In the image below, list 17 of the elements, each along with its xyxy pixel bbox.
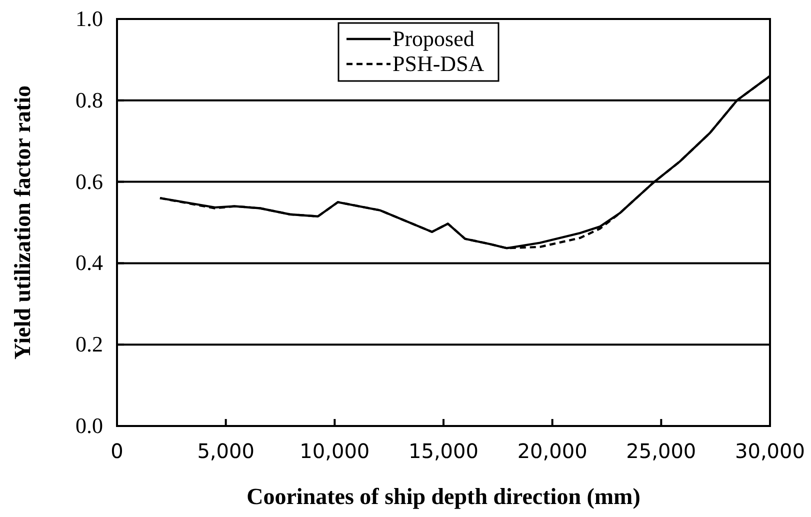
legend-label: PSH-DSA <box>392 51 484 76</box>
y-tick-label: 0.4 <box>76 250 103 276</box>
y-axis-title: Yield utilization factor ratio <box>10 85 35 360</box>
x-axis-title: Coorinates of ship depth direction (mm) <box>246 484 640 509</box>
x-tick-label: 15,000 <box>408 439 478 463</box>
x-tick-label: 25,000 <box>626 439 696 463</box>
x-tick-label: 20,000 <box>517 439 588 463</box>
y-tick-label: 0.6 <box>76 168 103 194</box>
legend-label: Proposed <box>392 26 474 51</box>
x-tick-label: 30,000 <box>735 439 805 463</box>
y-tick-label: 0.8 <box>76 87 103 112</box>
x-tick-label: 10,000 <box>300 439 370 463</box>
y-tick-label: 1.0 <box>76 6 103 31</box>
x-tick-label: 0 <box>110 439 124 463</box>
x-tick-label: 5,000 <box>197 439 254 463</box>
y-tick-label: 0.2 <box>76 332 103 357</box>
y-tick-label: 0.0 <box>76 413 103 438</box>
